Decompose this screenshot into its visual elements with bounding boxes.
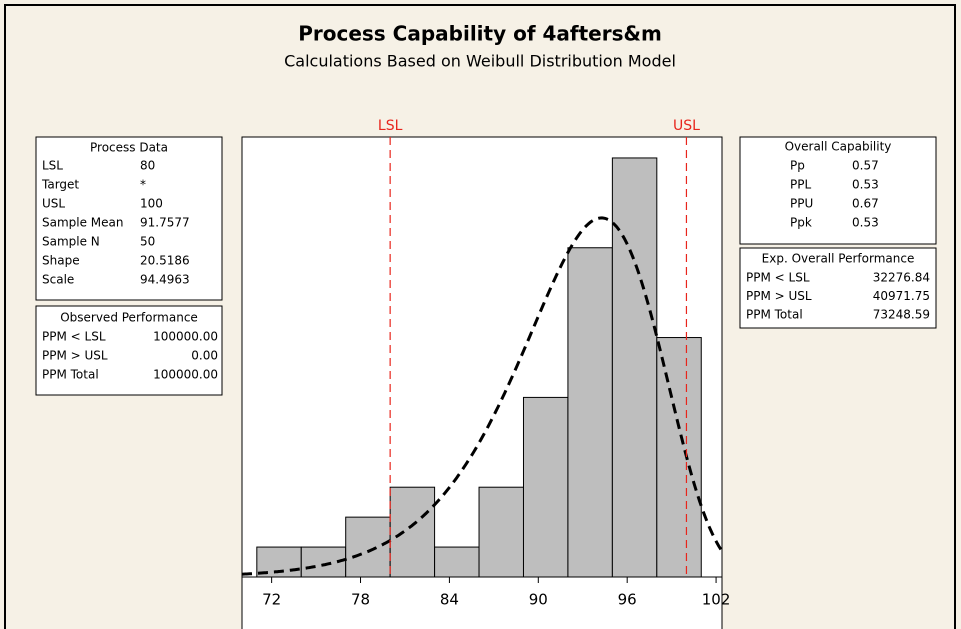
row-value: 0.00: [191, 349, 218, 363]
row-label: LSL: [42, 159, 63, 173]
row-label: PPM Total: [42, 368, 99, 382]
table-box: [739, 136, 937, 245]
x-tick-label: 90: [529, 591, 548, 609]
row-label: USL: [42, 197, 65, 211]
row-label: PPM > USL: [42, 349, 108, 363]
row-label: Pp: [790, 159, 805, 173]
bar: [611, 157, 658, 578]
x-tick-label: 102: [702, 591, 731, 609]
bar: [567, 247, 613, 578]
row-value: 73248.59: [873, 308, 930, 322]
chart-title: Process Capability of 4afters&m: [298, 22, 662, 46]
table-title: Process Data: [90, 141, 168, 155]
table-title: Exp. Overall Performance: [762, 252, 915, 266]
bar: [656, 337, 702, 578]
row-value: 0.57: [852, 159, 879, 173]
bar: [522, 396, 569, 578]
row-value: 40971.75: [873, 289, 930, 303]
x-tick-label: 84: [440, 591, 459, 609]
row-label: PPM < LSL: [42, 330, 106, 344]
row-label: Ppk: [790, 216, 812, 230]
table-box: [739, 247, 937, 329]
row-value: 100: [140, 197, 163, 211]
spec-label: LSL: [378, 118, 403, 134]
row-value: 80: [140, 159, 155, 173]
x-tick-label: 78: [351, 591, 370, 609]
bar: [345, 516, 391, 578]
bar: [434, 546, 480, 578]
table-title: Overall Capability: [785, 140, 892, 154]
spec-label: USL: [673, 118, 700, 134]
row-value: 20.5186: [140, 254, 190, 268]
row-label: PPU: [790, 197, 813, 211]
chart-subtitle: Calculations Based on Weibull Distributi…: [284, 52, 676, 71]
row-value: 32276.84: [873, 271, 930, 285]
row-value: 0.53: [852, 216, 879, 230]
row-label: PPL: [790, 178, 811, 192]
row-label: Scale: [42, 273, 74, 287]
row-value: 100000.00: [153, 330, 218, 344]
x-tick-label: 96: [618, 591, 637, 609]
row-label: Sample N: [42, 235, 100, 249]
row-label: PPM > USL: [746, 289, 812, 303]
row-value: 0.67: [852, 197, 879, 211]
frame: [4, 4, 956, 629]
bar: [478, 486, 524, 578]
row-value: 91.7577: [140, 216, 190, 230]
row-value: 94.4963: [140, 273, 190, 287]
row-value: 0.53: [852, 178, 879, 192]
row-value: 50: [140, 235, 155, 249]
table-box: [35, 136, 223, 301]
row-label: PPM < LSL: [746, 271, 810, 285]
row-label: Sample Mean: [42, 216, 124, 230]
x-tick-label: 72: [262, 591, 281, 609]
row-label: Target: [41, 178, 79, 192]
table-box: [35, 305, 223, 396]
table-title: Observed Performance: [60, 311, 198, 325]
row-value: 100000.00: [153, 368, 218, 382]
row-label: PPM Total: [746, 308, 803, 322]
row-value: *: [140, 178, 146, 192]
fit-curve: [241, 216, 724, 576]
bar: [389, 486, 436, 578]
row-label: Shape: [42, 254, 80, 268]
